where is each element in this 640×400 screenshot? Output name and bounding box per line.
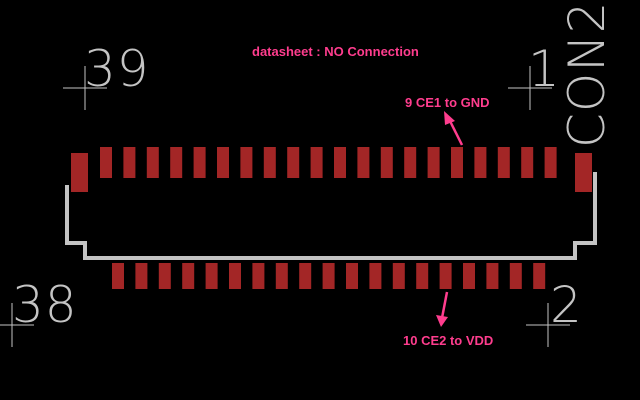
pad-bottom <box>182 263 195 289</box>
arrow-pin9-shaft <box>447 118 464 146</box>
mount-pad-left <box>71 153 88 192</box>
pad-bottom <box>112 263 124 289</box>
pad-bottom <box>299 263 312 289</box>
pad-top <box>474 147 487 178</box>
bottom-pad-row <box>112 263 546 289</box>
part-name-label: CON2 <box>558 0 616 148</box>
pad-bottom <box>463 263 475 289</box>
pin10-note: 10 CE2 to VDD <box>403 333 494 348</box>
pad-bottom <box>416 263 429 289</box>
pin9-note: 9 CE1 to GND <box>405 95 490 110</box>
outline-path <box>65 172 597 260</box>
pad-bottom <box>229 263 241 289</box>
arrow-pin10-head <box>436 315 448 327</box>
pad-top <box>544 147 557 178</box>
arrow-pin10-shaft <box>440 291 449 319</box>
pad-bottom <box>509 263 522 289</box>
mount-pad-right <box>575 153 592 192</box>
pad-bottom <box>158 263 171 289</box>
pad-bottom <box>322 263 335 289</box>
pad-bottom <box>346 263 358 289</box>
pad-bottom <box>135 263 148 289</box>
pad-bottom <box>392 263 405 289</box>
pin-label-39: 39 <box>84 40 150 98</box>
pad-top <box>100 147 112 178</box>
pin-label-38: 38 <box>12 276 78 334</box>
pin-label-1: 1 <box>528 40 561 98</box>
arrow-pin9-head <box>444 111 455 125</box>
pad-bottom <box>205 263 218 289</box>
datasheet-note: datasheet : NO Connection <box>252 44 419 59</box>
pad-top <box>451 147 463 178</box>
pad-bottom <box>369 263 382 289</box>
pin-label-2: 2 <box>550 276 583 334</box>
top-pad-row <box>100 147 557 178</box>
pad-top <box>123 147 136 178</box>
pad-top <box>310 147 323 178</box>
pad-top <box>380 147 393 178</box>
pad-top <box>263 147 276 178</box>
pad-bottom <box>275 263 288 289</box>
pad-top <box>193 147 206 178</box>
pad-top <box>217 147 229 178</box>
pad-top <box>334 147 346 178</box>
side-mount-pads <box>71 153 592 192</box>
pad-bottom <box>533 263 546 289</box>
pad-bottom <box>252 263 265 289</box>
annotation-arrows <box>436 111 464 327</box>
pad-top <box>521 147 534 178</box>
pad-top <box>287 147 300 178</box>
pad-bottom <box>486 263 499 289</box>
pad-top <box>404 147 417 178</box>
pad-bottom <box>439 263 452 289</box>
pad-top <box>170 147 183 178</box>
pad-top <box>146 147 159 178</box>
pad-top <box>240 147 253 178</box>
pad-top <box>357 147 370 178</box>
connector-outline <box>65 172 597 260</box>
origin-crosshairs <box>0 66 570 347</box>
pad-top <box>497 147 510 178</box>
pad-top <box>427 147 440 178</box>
